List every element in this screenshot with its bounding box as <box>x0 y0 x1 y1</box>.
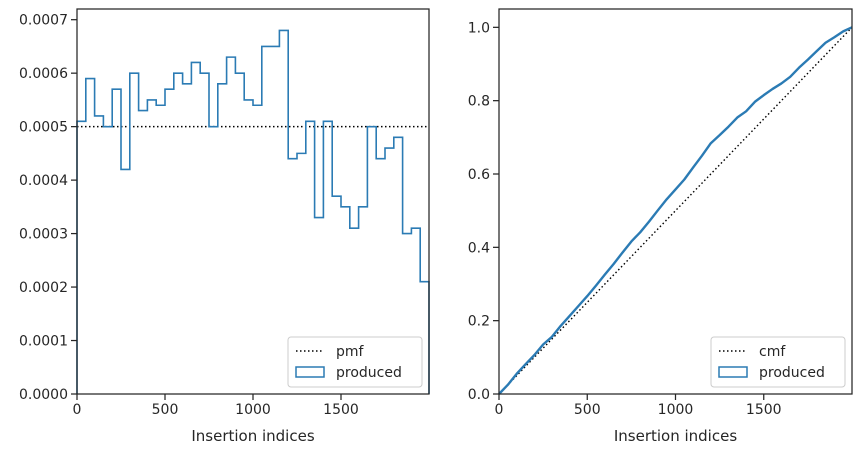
right-cdf-point-18 <box>657 209 659 211</box>
right-x-tick-label: 1500 <box>746 402 782 418</box>
left-plot-frame <box>76 8 430 395</box>
right-cdf-point-3 <box>524 363 526 365</box>
left-y-tick-label: 0.0004 <box>19 173 68 189</box>
right-legend: cmf produced <box>710 336 846 388</box>
left-x-tick-label: 1000 <box>235 402 271 418</box>
left-legend: pmf produced <box>287 336 423 388</box>
right-cdf-point-6 <box>551 336 553 338</box>
right-cdf-point-20 <box>675 188 676 190</box>
left-x-tick-label: 0 <box>73 402 82 418</box>
left-y-tick-label: 0.0005 <box>19 120 68 136</box>
right-cdf-point-15 <box>630 240 632 242</box>
right-cdf-point-26 <box>727 126 729 128</box>
right-cdf-point-23 <box>701 155 703 157</box>
right-cdf-point-11 <box>595 284 597 286</box>
right-y-tick-label: 0.0 <box>468 387 490 403</box>
right-cdf-point-17 <box>648 221 650 223</box>
right-cdf-point-1 <box>507 384 509 386</box>
right-y-tick-label: 0.2 <box>468 314 490 330</box>
right-legend-frame <box>710 336 846 388</box>
right-cdf-point-7 <box>560 325 562 327</box>
right-cdf-point-8 <box>569 315 571 317</box>
right-cdf-point-5 <box>542 344 544 345</box>
left-x-tick-label: 500 <box>152 402 179 418</box>
right-legend-cmf-label: cmf <box>759 344 786 360</box>
left-plot-marks <box>76 29 430 394</box>
right-cdf-point-10 <box>586 295 588 297</box>
left-legend-produced-swatch <box>295 366 325 378</box>
right-x-axis-label: Insertion indices <box>614 427 737 445</box>
left-y-tick-label: 0.0002 <box>19 280 68 296</box>
right-cdf-point-21 <box>683 179 685 180</box>
right-cdf-point-33 <box>789 76 791 78</box>
right-cdf-point-13 <box>613 263 615 265</box>
right-cdf-point-22 <box>692 166 694 168</box>
right-y-tick-label: 0.6 <box>468 167 490 183</box>
right-legend-produced-label: produced <box>759 365 825 381</box>
right-x-tick-label: 1000 <box>658 402 694 418</box>
left-legend-pmf-label: pmf <box>336 344 365 360</box>
left-y-tick-label: 0.0007 <box>19 13 68 29</box>
left-y-tick-label: 0.0003 <box>19 227 68 243</box>
right-cdf-point-28 <box>745 110 747 112</box>
right-cdf-point-16 <box>639 231 641 233</box>
left-y-tick-label: 0.0000 <box>19 387 68 403</box>
right-cdf-point-30 <box>763 94 765 96</box>
right-x-tick-label: 500 <box>574 402 601 418</box>
right-y-tick-label: 0.8 <box>468 94 490 110</box>
right-cdf-point-37 <box>825 42 827 44</box>
left-legend-frame <box>287 336 423 388</box>
right-cdf-point-35 <box>807 59 809 61</box>
left-series-produced-histogram <box>76 29 430 394</box>
right-plot-ticks: 0 500 1000 1500 0.0 0.2 0.4 0.6 0.8 1.0 <box>468 20 782 418</box>
left-plot-ticks: 0 500 1000 1500 0.0000 0.0001 0.0002 0.0003 0.00… <box>19 13 359 418</box>
left-x-axis-label: Insertion indices <box>191 427 314 445</box>
right-cdf-point-34 <box>798 67 800 69</box>
right-cdf-point-39 <box>842 30 844 32</box>
right-cdf-point-38 <box>833 36 835 38</box>
left-x-tick-label: 1500 <box>323 402 359 418</box>
right-x-tick-label: 0 <box>495 402 504 418</box>
right-legend-produced-swatch <box>718 366 748 378</box>
left-legend-produced-label: produced <box>336 365 402 381</box>
right-cdf-point-2 <box>516 373 518 375</box>
left-y-tick-label: 0.0001 <box>19 334 68 350</box>
right-cdf-point-32 <box>780 82 782 84</box>
right-cdf-point-27 <box>736 117 738 119</box>
right-y-tick-label: 1.0 <box>468 20 490 36</box>
right-cdf-point-14 <box>622 251 624 253</box>
right-cdf-point-31 <box>772 88 774 90</box>
left-y-tick-label: 0.0006 <box>19 66 68 82</box>
right-cdf-point-12 <box>604 273 606 275</box>
right-cdf-point-9 <box>577 305 579 307</box>
left-plot-pmf: 0 500 1000 1500 0.0000 0.0001 0.0002 0.0003 0.00… <box>19 8 430 445</box>
right-cdf-point-29 <box>754 101 756 103</box>
right-cdf-point-19 <box>666 198 668 200</box>
right-cdf-point-25 <box>719 134 721 136</box>
right-cdf-point-24 <box>710 142 712 144</box>
right-y-tick-label: 0.4 <box>468 240 490 256</box>
right-cdf-point-4 <box>533 354 535 356</box>
right-series-cmf-line <box>498 26 853 395</box>
right-plot-cmf: 0 500 1000 1500 0.0 0.2 0.4 0.6 0.8 1.0 Insertion… <box>468 8 853 445</box>
right-cdf-point-36 <box>816 50 818 52</box>
